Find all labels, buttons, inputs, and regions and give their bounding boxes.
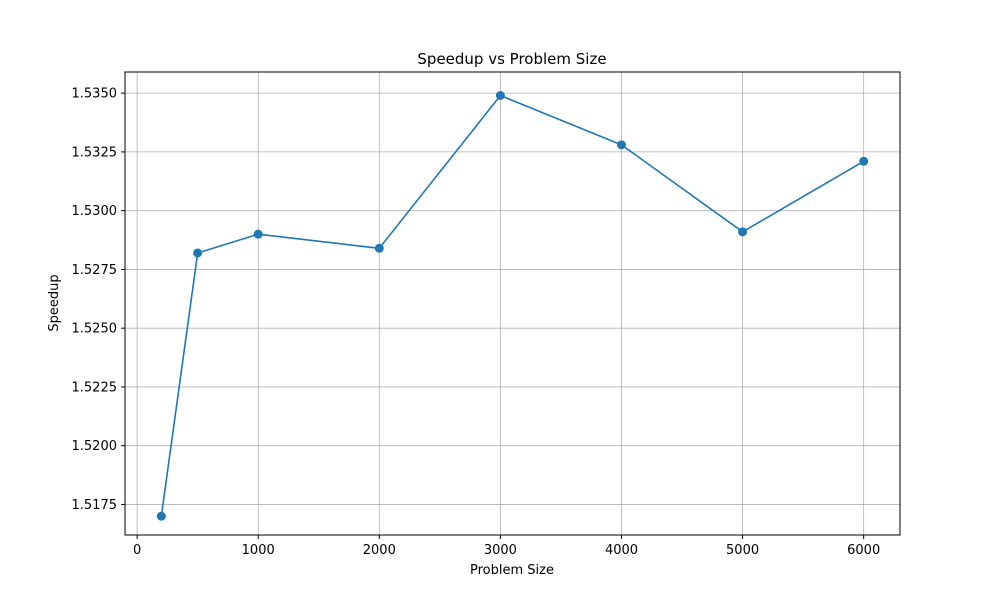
y-tick-label: 1.5275 xyxy=(72,263,118,278)
x-tick-label: 2000 xyxy=(363,543,396,558)
y-tick-label: 1.5225 xyxy=(72,380,118,395)
y-tick-label: 1.5350 xyxy=(72,87,118,102)
y-tick-label: 1.5325 xyxy=(72,145,118,160)
data-point xyxy=(374,243,384,253)
y-axis-label: Speedup xyxy=(47,274,62,331)
x-tick-label: 1000 xyxy=(242,543,275,558)
y-tick-label: 1.5200 xyxy=(72,439,118,454)
data-point xyxy=(156,511,166,521)
x-axis-ticks: 0 1000 2000 3000 4000 5000 6000 xyxy=(133,535,880,558)
y-tick-label: 1.5250 xyxy=(72,322,118,337)
grid-lines xyxy=(125,72,900,535)
x-tick-label: 3000 xyxy=(484,543,517,558)
y-tick-label: 1.5300 xyxy=(72,204,118,219)
plot-frame xyxy=(124,71,901,536)
data-point xyxy=(616,140,626,150)
data-point xyxy=(495,91,505,101)
y-axis-ticks: 1.5175 1.5200 1.5225 1.5250 1.5275 1.5300 1.53… xyxy=(72,87,125,513)
x-tick-label: 0 xyxy=(133,543,141,558)
data-point xyxy=(738,227,748,237)
x-tick-label: 5000 xyxy=(726,543,759,558)
data-point xyxy=(253,229,263,239)
x-axis-label: Problem Size xyxy=(470,563,554,578)
data-point xyxy=(859,156,869,166)
series-line xyxy=(160,94,865,517)
x-tick-label: 4000 xyxy=(605,543,638,558)
series-layer xyxy=(156,91,869,521)
chart-title: Speedup vs Problem Size xyxy=(417,50,606,68)
y-tick-label: 1.5175 xyxy=(72,498,118,513)
x-tick-label: 6000 xyxy=(847,543,880,558)
data-point xyxy=(193,248,203,258)
